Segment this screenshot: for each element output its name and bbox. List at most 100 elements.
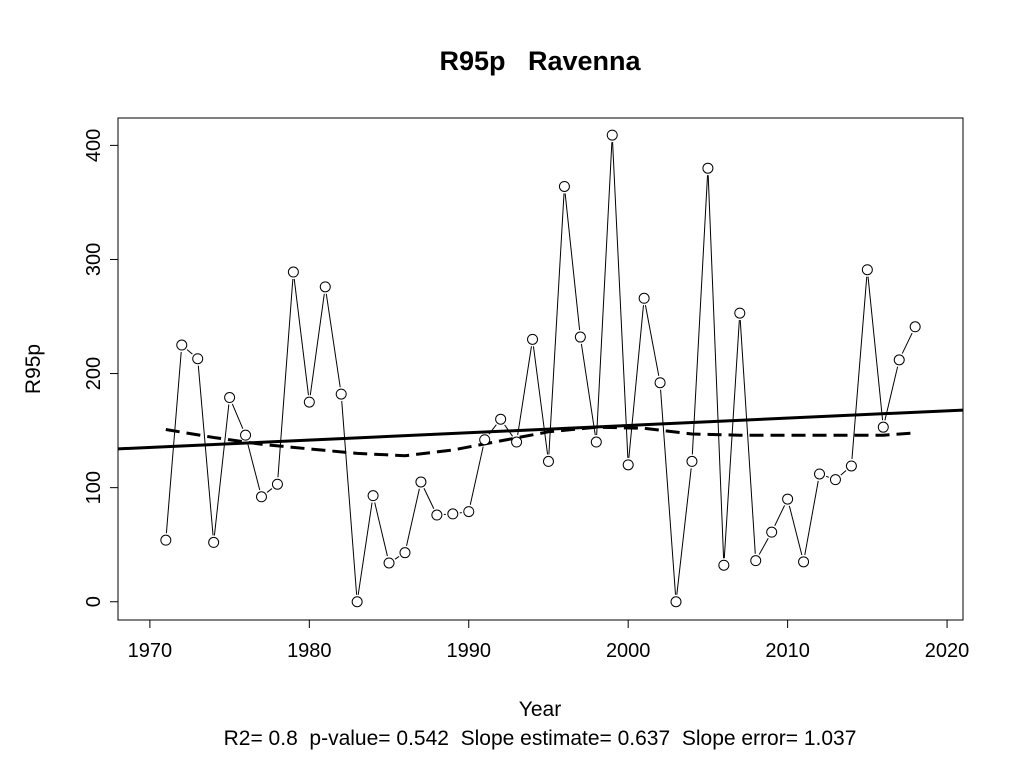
data-point	[606, 129, 618, 141]
x-tick-label: 1990	[447, 640, 492, 662]
series-segment	[676, 468, 692, 595]
data-point	[750, 555, 762, 567]
data-point	[224, 392, 236, 404]
data-point	[367, 490, 379, 502]
series-segment	[548, 193, 565, 455]
data-point	[782, 493, 794, 505]
data-point	[734, 307, 746, 319]
series-segment	[277, 278, 294, 478]
data-point	[766, 526, 778, 538]
y-tick-label: 400	[83, 129, 105, 162]
linear-trend-line	[117, 408, 964, 451]
data-point	[240, 429, 252, 441]
data-point	[479, 434, 491, 446]
data-point	[271, 478, 283, 490]
data-point	[909, 321, 921, 333]
data-point	[255, 491, 267, 503]
data-point	[542, 455, 554, 467]
data-point	[845, 460, 857, 472]
data-point	[351, 596, 363, 608]
y-axis: 0 100 200 300 400	[83, 129, 119, 607]
series-segment	[660, 389, 677, 595]
trend-lines	[117, 408, 964, 458]
data-series	[160, 129, 921, 608]
smoothed-trend-line	[165, 425, 916, 458]
series-segment	[357, 502, 373, 595]
data-point	[638, 292, 650, 304]
series-segment	[231, 403, 244, 429]
data-point	[463, 506, 475, 518]
series-segment	[341, 401, 358, 595]
series-segment	[406, 488, 420, 546]
series-segment	[707, 175, 725, 559]
data-point	[814, 468, 826, 480]
series-segment	[788, 505, 803, 556]
y-tick-label: 100	[83, 471, 105, 504]
series-segment	[213, 404, 230, 536]
x-tick-label: 1970	[128, 640, 173, 662]
series-segment	[532, 346, 549, 455]
data-point	[495, 413, 507, 425]
series-segment	[774, 505, 786, 527]
plot-frame	[117, 117, 964, 621]
series-segment	[804, 480, 819, 556]
data-point	[319, 281, 331, 293]
series-segment	[723, 320, 740, 559]
data-point	[718, 559, 730, 571]
series-segment	[596, 142, 613, 436]
series-segment	[423, 488, 435, 509]
series-segment	[644, 305, 660, 376]
data-point	[798, 556, 810, 568]
data-point	[431, 509, 443, 521]
series-segment	[901, 332, 913, 354]
series-segment	[504, 424, 513, 437]
data-point	[383, 557, 395, 569]
data-point	[447, 508, 459, 520]
data-point	[208, 536, 220, 548]
series-segment	[309, 293, 325, 396]
data-point	[893, 354, 905, 366]
data-point	[415, 476, 427, 488]
series-segment	[884, 366, 899, 421]
statistics-footer: R2= 0.8 p-value= 0.542 Slope estimate= 0…	[224, 727, 857, 750]
data-point	[511, 436, 523, 448]
data-point	[558, 180, 570, 192]
series-segment	[840, 470, 847, 476]
series-segment	[266, 488, 273, 493]
series-segment	[825, 475, 830, 478]
x-tick-label: 2000	[606, 640, 651, 662]
series-segment	[851, 276, 868, 460]
series-segment	[580, 343, 596, 436]
data-point	[574, 331, 586, 343]
series-segment	[612, 142, 629, 458]
series-segment	[628, 305, 644, 458]
data-point	[335, 388, 347, 400]
data-point	[622, 459, 634, 471]
y-tick-label: 200	[83, 357, 105, 390]
series-segment	[691, 175, 709, 455]
y-axis-label: R95p	[22, 344, 45, 394]
series-segment	[325, 293, 341, 388]
data-point	[861, 264, 873, 276]
y-tick-label: 0	[83, 596, 105, 607]
x-axis-label: Year	[519, 698, 561, 721]
data-point	[303, 396, 315, 408]
series-segment	[867, 276, 884, 421]
x-tick-label: 2010	[765, 640, 810, 662]
series-segment	[293, 278, 309, 396]
data-point	[527, 333, 539, 345]
series-segment	[394, 556, 400, 560]
series-segment	[564, 193, 581, 331]
series-segment	[758, 538, 769, 555]
x-tick-label: 1980	[287, 640, 332, 662]
data-point	[590, 436, 602, 448]
x-axis: 1970 1980 1990 2000 2010 2020	[128, 619, 969, 662]
data-point	[176, 339, 188, 351]
data-point	[877, 421, 889, 433]
data-point	[160, 534, 172, 546]
series-segment	[374, 502, 388, 557]
series-segment	[739, 320, 756, 554]
series-segment	[488, 424, 497, 435]
series-segment	[197, 365, 214, 536]
